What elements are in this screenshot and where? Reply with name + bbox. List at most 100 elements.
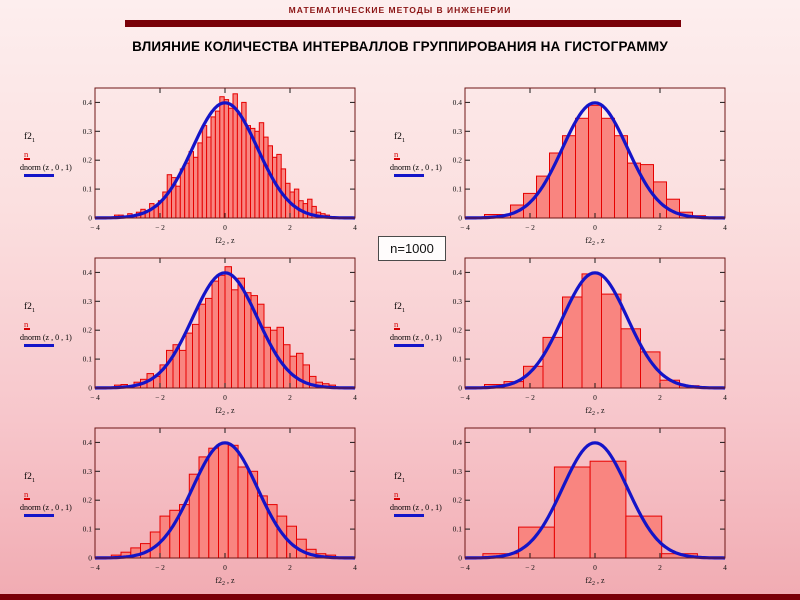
y-axis-legend: f21 n dnorm (z , 0 , 1) [20,302,90,347]
histogram-trace-glyph: n [24,148,31,161]
svg-text:0.2: 0.2 [83,156,93,165]
curve-label: dnorm (z , 0 , 1) [390,502,442,512]
svg-text:0.3: 0.3 [83,297,93,306]
svg-text:0: 0 [88,554,92,563]
header-divider-bar [125,20,681,27]
y-axis-legend: f21 n dnorm (z , 0 , 1) [390,132,460,177]
svg-text:0.1: 0.1 [83,525,93,534]
curve-line-sample [394,343,424,347]
y-axis-legend: f21 n dnorm (z , 0 , 1) [20,472,90,517]
svg-text:0.4: 0.4 [83,268,93,277]
svg-text:0.2: 0.2 [453,326,463,335]
svg-text:0.4: 0.4 [453,438,463,447]
histogram-trace-glyph: n [24,488,31,501]
svg-text:0.2: 0.2 [83,326,93,335]
svg-text:2: 2 [288,223,292,232]
svg-text:4: 4 [723,563,727,572]
series1-label: f21 [24,302,36,314]
svg-text:0: 0 [223,223,227,232]
svg-text:− 2: − 2 [155,393,165,402]
svg-text:f22 , z: f22 , z [585,576,605,587]
svg-text:0: 0 [88,384,92,393]
svg-text:f22 , z: f22 , z [215,576,235,587]
svg-text:0: 0 [593,223,597,232]
histogram-trace-glyph: n [394,318,401,331]
svg-text:0: 0 [593,563,597,572]
svg-text:4: 4 [353,563,357,572]
svg-text:− 2: − 2 [525,393,535,402]
svg-text:0.4: 0.4 [83,98,93,107]
svg-text:0.3: 0.3 [83,127,93,136]
y-axis-legend: f21 n dnorm (z , 0 , 1) [390,302,460,347]
svg-text:f22 , z: f22 , z [585,406,605,417]
y-axis-legend: f21 n dnorm (z , 0 , 1) [390,472,460,517]
svg-text:− 2: − 2 [525,223,535,232]
svg-text:− 2: − 2 [155,563,165,572]
svg-text:− 4: − 4 [90,223,100,232]
svg-text:2: 2 [288,563,292,572]
svg-text:f22 , z: f22 , z [585,236,605,247]
svg-text:0: 0 [223,563,227,572]
svg-text:− 4: − 4 [460,563,470,572]
svg-text:4: 4 [723,223,727,232]
svg-text:− 2: − 2 [155,223,165,232]
series1-label: f21 [394,302,406,314]
svg-text:0.3: 0.3 [453,127,463,136]
svg-text:0.2: 0.2 [453,156,463,165]
svg-text:0.1: 0.1 [83,185,93,194]
histogram-trace-glyph: n [394,148,401,161]
series1-label: f21 [24,132,36,144]
histogram-chart-bottom-right: − 4 − 2 0 2 4 0 0.1 0.2 0.3 0.4 f22 , z [453,427,727,587]
svg-text:0: 0 [458,214,462,223]
svg-text:2: 2 [658,223,662,232]
svg-text:4: 4 [353,223,357,232]
svg-text:f22 , z: f22 , z [215,406,235,417]
svg-text:4: 4 [353,393,357,402]
curve-label: dnorm (z , 0 , 1) [20,502,72,512]
svg-text:0: 0 [88,214,92,223]
svg-text:0.1: 0.1 [83,355,93,364]
curve-line-sample [24,173,54,177]
svg-text:2: 2 [288,393,292,402]
slide-header: МАТЕМАТИЧЕСКИЕ МЕТОДЫ В ИНЖЕНЕРИИ [288,5,512,15]
svg-text:0: 0 [223,393,227,402]
curve-line-sample [24,513,54,517]
curve-label: dnorm (z , 0 , 1) [390,332,442,342]
histogram-chart-middle-right: − 4 − 2 0 2 4 0 0.1 0.2 0.3 0.4 f22 , z [453,257,727,417]
histogram-chart-top-left: − 4 − 2 0 2 4 0 0.1 0.2 0.3 0.4 f22 , z [83,87,357,247]
svg-text:0.1: 0.1 [453,185,463,194]
series1-label: f21 [24,472,36,484]
histogram-chart-middle-left: − 4 − 2 0 2 4 0 0.1 0.2 0.3 0.4 f22 , z [83,257,357,417]
sample-size-badge: n=1000 [378,236,446,261]
svg-text:0: 0 [458,554,462,563]
page-title: ВЛИЯНИЕ КОЛИЧЕСТВА ИНТЕРВАЛЛОВ ГРУППИРОВ… [132,39,668,54]
svg-text:2: 2 [658,393,662,402]
svg-text:− 2: − 2 [525,563,535,572]
svg-text:− 4: − 4 [90,393,100,402]
curve-line-sample [394,173,424,177]
curve-label: dnorm (z , 0 , 1) [20,332,72,342]
svg-text:0.4: 0.4 [453,98,463,107]
svg-text:0.4: 0.4 [453,268,463,277]
svg-text:0: 0 [458,384,462,393]
y-axis-legend: f21 n dnorm (z , 0 , 1) [20,132,90,177]
svg-text:4: 4 [723,393,727,402]
svg-text:− 4: − 4 [90,563,100,572]
svg-text:0.3: 0.3 [453,297,463,306]
curve-label: dnorm (z , 0 , 1) [390,162,442,172]
curve-line-sample [24,343,54,347]
svg-text:f22 , z: f22 , z [215,236,235,247]
curve-label: dnorm (z , 0 , 1) [20,162,72,172]
svg-text:− 4: − 4 [460,393,470,402]
svg-text:0.4: 0.4 [83,438,93,447]
svg-text:0.3: 0.3 [453,467,463,476]
series1-label: f21 [394,132,406,144]
svg-text:0.1: 0.1 [453,525,463,534]
histogram-chart-top-right: − 4 − 2 0 2 4 0 0.1 0.2 0.3 0.4 f22 , z [453,87,727,247]
histogram-trace-glyph: n [394,488,401,501]
svg-text:0.3: 0.3 [83,467,93,476]
footer-bar [0,594,800,600]
svg-text:− 4: − 4 [460,223,470,232]
svg-text:0.1: 0.1 [453,355,463,364]
histogram-trace-glyph: n [24,318,31,331]
